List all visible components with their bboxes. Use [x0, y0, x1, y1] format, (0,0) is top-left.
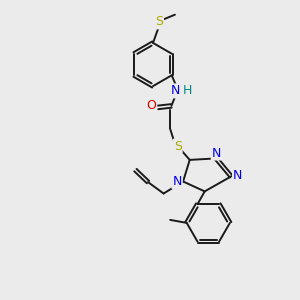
- Text: S: S: [174, 140, 182, 153]
- Text: H: H: [183, 84, 193, 98]
- Text: N: N: [172, 175, 182, 188]
- Text: N: N: [233, 169, 242, 182]
- Text: O: O: [146, 99, 156, 112]
- Text: S: S: [155, 15, 163, 28]
- Text: N: N: [171, 84, 181, 98]
- Text: N: N: [212, 146, 221, 160]
